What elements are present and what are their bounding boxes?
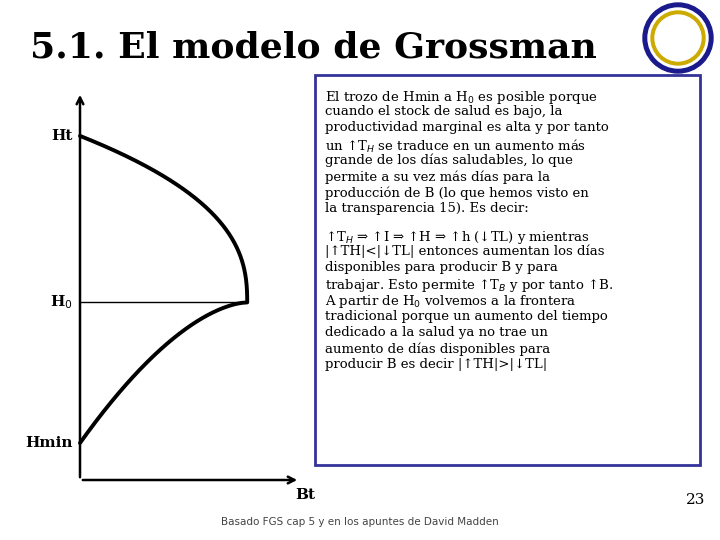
- Text: 23: 23: [685, 493, 705, 507]
- Circle shape: [655, 15, 701, 61]
- Text: 5.1. El modelo de Grossman: 5.1. El modelo de Grossman: [30, 30, 597, 64]
- Text: permite a su vez más días para la: permite a su vez más días para la: [325, 170, 550, 184]
- Text: Bt: Bt: [295, 488, 315, 502]
- Text: grande de los días saludables, lo que: grande de los días saludables, lo que: [325, 154, 573, 167]
- Circle shape: [643, 3, 713, 73]
- Text: cuando el stock de salud es bajo, la: cuando el stock de salud es bajo, la: [325, 105, 562, 118]
- Text: producción de B (lo que hemos visto en: producción de B (lo que hemos visto en: [325, 186, 589, 200]
- FancyBboxPatch shape: [315, 75, 700, 465]
- Text: El trozo de Hmin a H$_0$ es posible porque: El trozo de Hmin a H$_0$ es posible porq…: [325, 89, 598, 106]
- Text: tradicional porque un aumento del tiempo: tradicional porque un aumento del tiempo: [325, 309, 608, 322]
- Text: trabajar. Esto permite ↑T$_B$ y por tanto ↑B.: trabajar. Esto permite ↑T$_B$ y por tant…: [325, 277, 613, 294]
- Text: disponibles para producir B y para: disponibles para producir B y para: [325, 261, 558, 274]
- Text: producir B es decir |↑TH|>|↓TL|: producir B es decir |↑TH|>|↓TL|: [325, 358, 547, 371]
- Text: ↑T$_H$ ⇒ ↑I ⇒ ↑H ⇒ ↑h (↓TL) y mientras: ↑T$_H$ ⇒ ↑I ⇒ ↑H ⇒ ↑h (↓TL) y mientras: [325, 228, 590, 246]
- Text: un ↑T$_H$ se traduce en un aumento más: un ↑T$_H$ se traduce en un aumento más: [325, 138, 586, 154]
- Text: Hmin: Hmin: [25, 436, 73, 450]
- Text: H$_0$: H$_0$: [50, 294, 73, 311]
- Text: A partir de H$_0$ volvemos a la frontera: A partir de H$_0$ volvemos a la frontera: [325, 293, 576, 310]
- Text: productividad marginal es alta y por tanto: productividad marginal es alta y por tan…: [325, 122, 608, 134]
- Text: aumento de días disponibles para: aumento de días disponibles para: [325, 342, 550, 355]
- Text: Basado FGS cap 5 y en los apuntes de David Madden: Basado FGS cap 5 y en los apuntes de Dav…: [221, 517, 499, 527]
- Text: dedicado a la salud ya no trae un: dedicado a la salud ya no trae un: [325, 326, 548, 339]
- Circle shape: [651, 11, 705, 65]
- Text: |↑TH|<|↓TL| entonces aumentan los días: |↑TH|<|↓TL| entonces aumentan los días: [325, 245, 605, 258]
- Text: la transparencia 15). Es decir:: la transparencia 15). Es decir:: [325, 202, 528, 215]
- Text: Ht: Ht: [52, 129, 73, 143]
- Circle shape: [648, 8, 708, 68]
